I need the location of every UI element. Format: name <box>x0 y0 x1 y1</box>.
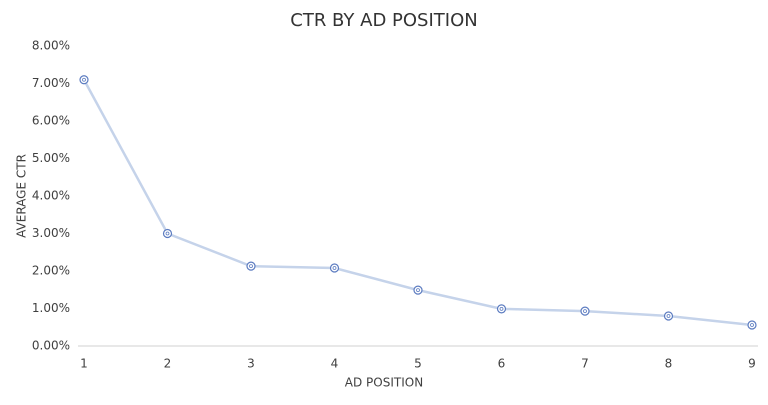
data-point-center <box>499 306 504 311</box>
x-tick-label: 9 <box>748 357 756 371</box>
data-point-center <box>82 77 86 82</box>
y-tick-label: 5.00% <box>32 151 70 165</box>
data-point-center <box>416 288 420 293</box>
y-tick-label: 8.00% <box>32 39 70 53</box>
y-tick-label: 0.00% <box>32 339 70 353</box>
data-point-center <box>249 264 253 269</box>
x-axis-label: AD POSITION <box>345 376 423 390</box>
data-point <box>246 261 256 271</box>
data-point-center <box>666 314 671 318</box>
data-point <box>496 304 507 314</box>
y-tick-label: 2.00% <box>32 264 70 278</box>
x-tick-label: 4 <box>331 357 339 371</box>
y-tick-label: 3.00% <box>32 226 70 240</box>
x-tick-label: 6 <box>498 357 506 371</box>
x-tick-label: 5 <box>414 357 422 371</box>
x-tick-label: 2 <box>164 357 172 371</box>
data-point <box>663 311 674 321</box>
data-point <box>580 306 590 316</box>
x-tick-label: 1 <box>80 357 88 371</box>
y-tick-label: 6.00% <box>32 114 70 128</box>
data-point <box>79 75 89 85</box>
chart-title: CTR BY AD POSITION <box>290 10 477 31</box>
data-point-center <box>750 323 754 327</box>
x-tick-label: 7 <box>581 357 589 371</box>
data-point-center <box>583 309 587 314</box>
data-point-center <box>332 266 337 270</box>
x-tick-label: 8 <box>665 357 673 371</box>
data-point <box>329 263 340 273</box>
data-point-center <box>165 231 170 236</box>
y-tick-label: 1.00% <box>32 301 70 315</box>
data-point <box>413 285 423 295</box>
y-tick-label: 4.00% <box>32 189 70 203</box>
y-tick-label: 7.00% <box>32 76 70 90</box>
data-point <box>162 228 173 239</box>
x-tick-label: 3 <box>247 357 255 371</box>
data-point <box>747 320 757 330</box>
y-axis-label: AVERAGE CTR <box>15 154 29 238</box>
